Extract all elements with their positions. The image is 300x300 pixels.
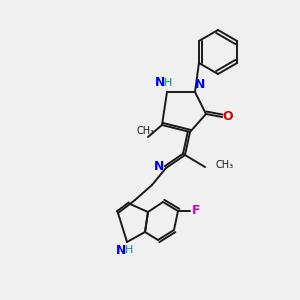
Text: F: F [192, 205, 200, 218]
Text: N: N [154, 160, 164, 172]
Text: N: N [195, 77, 205, 91]
Text: CH₃: CH₃ [137, 126, 155, 136]
Text: H: H [164, 78, 172, 88]
Text: N: N [155, 76, 165, 89]
Text: O: O [223, 110, 233, 124]
Text: CH₃: CH₃ [215, 160, 233, 170]
Text: H: H [125, 245, 133, 255]
Text: N: N [116, 244, 126, 256]
